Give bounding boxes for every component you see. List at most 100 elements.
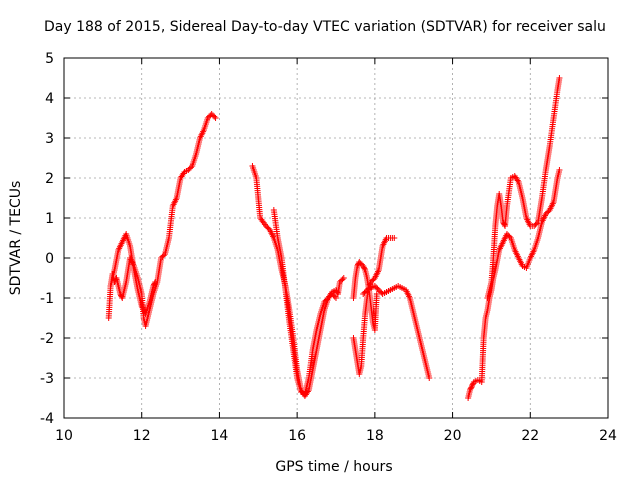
data-point: [333, 295, 339, 301]
y-tick-label: 4: [45, 91, 54, 107]
y-axis-label: SDTVAR / TECUs: [8, 181, 24, 296]
series-track-7: [360, 283, 433, 381]
data-point: [187, 164, 194, 171]
data-point: [329, 291, 336, 297]
x-tick-label: 12: [133, 428, 151, 444]
y-tick-label: 5: [45, 51, 54, 67]
x-tick-label: 24: [599, 428, 617, 444]
data-point: [469, 383, 475, 389]
data-point: [334, 289, 341, 296]
data-point: [468, 384, 475, 391]
data-point: [361, 265, 368, 272]
data-point: [150, 283, 157, 289]
data-point: [321, 299, 328, 305]
x-tick-label: 20: [444, 428, 462, 444]
data-point: [369, 277, 376, 284]
data-point: [467, 387, 474, 393]
data-point: [556, 75, 563, 81]
data-point: [339, 276, 346, 283]
data-point: [373, 284, 380, 291]
data-point: [160, 252, 167, 259]
y-tick-label: 2: [45, 171, 54, 187]
data-point: [542, 211, 549, 217]
data-point: [206, 113, 213, 120]
y-tick-label: 3: [45, 131, 54, 147]
x-tick-label: 16: [288, 428, 306, 444]
y-tick-label: -2: [40, 331, 54, 347]
tick-marks: [63, 57, 609, 419]
data-point: [356, 259, 363, 265]
y-tick-label: -4: [40, 411, 54, 427]
data-point: [501, 221, 508, 228]
data-point: [533, 220, 540, 227]
data-point: [373, 291, 380, 297]
data-point: [360, 291, 367, 297]
data-point: [204, 115, 211, 121]
data-point: [264, 224, 271, 231]
x-tick-label: 14: [211, 428, 229, 444]
data-point: [377, 288, 384, 295]
data-point: [506, 233, 513, 240]
series-track-1: [105, 111, 219, 329]
data-point: [360, 264, 367, 271]
data-point: [556, 167, 563, 173]
data-points: [105, 75, 563, 401]
data-point: [325, 295, 332, 301]
data-point: [208, 111, 215, 117]
data-point: [158, 255, 165, 261]
data-point: [322, 297, 329, 304]
data-point: [357, 260, 364, 267]
data-point: [336, 279, 343, 285]
data-point: [375, 287, 382, 293]
data-point: [374, 285, 381, 292]
data-point: [340, 275, 347, 281]
grid: [64, 58, 608, 418]
data-point: [185, 167, 192, 173]
data-point: [505, 232, 512, 239]
x-tick-label: 10: [55, 428, 73, 444]
plot-frame: [63, 57, 609, 419]
data-point: [532, 221, 539, 228]
data-point: [361, 289, 368, 296]
data-point: [362, 288, 369, 295]
series-track-9: [484, 75, 563, 301]
data-point: [338, 277, 345, 284]
data-point: [426, 375, 433, 381]
y-tick-label: 0: [45, 251, 54, 267]
series-track-2: [107, 231, 159, 317]
data-point: [391, 235, 398, 241]
data-point: [211, 113, 218, 120]
data-point: [330, 292, 337, 299]
data-point: [212, 115, 219, 121]
data-point: [263, 223, 270, 229]
data-point: [503, 231, 510, 237]
y-tick-label: -1: [40, 291, 54, 307]
data-point: [186, 165, 193, 172]
data-point: [326, 293, 333, 300]
data-point: [331, 293, 338, 300]
data-point: [544, 209, 551, 216]
x-tick-label: 22: [521, 428, 539, 444]
data-point: [151, 280, 158, 287]
series-track-4: [270, 207, 339, 397]
data-point: [367, 279, 374, 285]
x-tick-labels: 10 12 14 16 18 20 22 24: [55, 428, 617, 444]
data-point: [467, 385, 474, 392]
data-point: [360, 263, 367, 269]
y-tick-label: 1: [45, 211, 54, 227]
series-track-3: [249, 163, 347, 399]
data-point: [323, 296, 330, 303]
data-point: [531, 223, 538, 229]
series-track-5: [350, 259, 380, 333]
y-tick-labels: -4 -3 -2 -1 0 1 2 3 4 5: [40, 51, 54, 427]
data-point: [354, 263, 361, 269]
data-point: [151, 281, 158, 288]
x-tick-label: 18: [366, 428, 384, 444]
data-point: [152, 279, 159, 285]
data-point: [209, 112, 216, 119]
y-tick-label: -3: [40, 371, 54, 387]
chart-title: Day 188 of 2015, Sidereal Day-to-day VTE…: [44, 19, 606, 35]
x-axis-label: GPS time / hours: [275, 459, 392, 475]
data-point: [366, 281, 373, 288]
